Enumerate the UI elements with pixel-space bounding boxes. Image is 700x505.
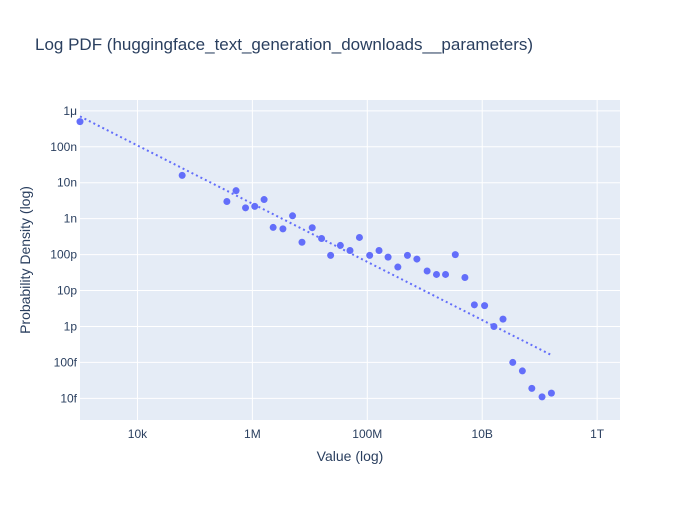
data-point [251,202,259,210]
data-point [403,251,411,259]
data-point [538,393,546,401]
data-point [490,322,498,330]
y-axis-ticks: 10f 100f 1p 10p 100p 1n 10n 100n 1μ [50,104,77,406]
y-tick-label: 1n [64,212,77,226]
data-point [423,267,431,275]
data-point [355,233,363,241]
y-tick-label: 1μ [63,104,77,118]
plot-area [80,100,620,420]
data-points [76,118,555,401]
data-point [509,358,517,366]
data-point [432,270,440,278]
data-point [481,302,489,310]
y-tick-label: 10p [57,284,77,298]
data-point [547,389,555,397]
fit-line [79,115,552,356]
grid [80,100,620,420]
data-point [528,384,536,392]
data-point [260,196,268,204]
x-tick-label: 100M [352,427,382,441]
x-tick-label: 1T [590,427,605,441]
y-tick-label: 100n [50,140,77,154]
data-point [413,255,421,263]
data-point [308,224,316,232]
y-tick-label: 10f [60,391,77,405]
data-point [499,315,507,323]
x-tick-label: 10k [128,427,148,441]
data-point [470,301,478,309]
data-point [318,235,326,243]
data-point [394,263,402,271]
data-point [461,274,469,282]
y-tick-label: 100f [54,355,78,369]
data-point [518,367,526,375]
chart-title: Log PDF (huggingface_text_generation_dow… [35,35,533,54]
data-point [279,225,287,233]
y-tick-label: 100p [50,248,77,262]
data-point [451,251,459,259]
data-point [232,187,240,195]
data-point [289,212,297,220]
fit-line-layer [79,115,552,356]
data-point [298,238,306,246]
data-point [178,171,186,179]
x-axis-ticks: 10k 1M 100M 10B 1T [128,427,605,441]
x-tick-label: 1M [244,427,261,441]
data-point [366,251,374,259]
y-tick-label: 10n [57,176,77,190]
x-tick-label: 10B [472,427,493,441]
y-tick-label: 1p [64,319,78,333]
data-point [223,197,231,205]
data-point [384,253,392,261]
data-point [346,246,354,254]
y-axis-label: Probability Density (log) [17,186,33,334]
data-point [442,270,450,278]
data-point [327,251,335,259]
data-point [76,118,84,126]
data-point [269,223,277,231]
data-point [375,246,383,254]
x-axis-label: Value (log) [317,448,384,464]
data-point [336,241,344,249]
data-point [242,204,250,212]
